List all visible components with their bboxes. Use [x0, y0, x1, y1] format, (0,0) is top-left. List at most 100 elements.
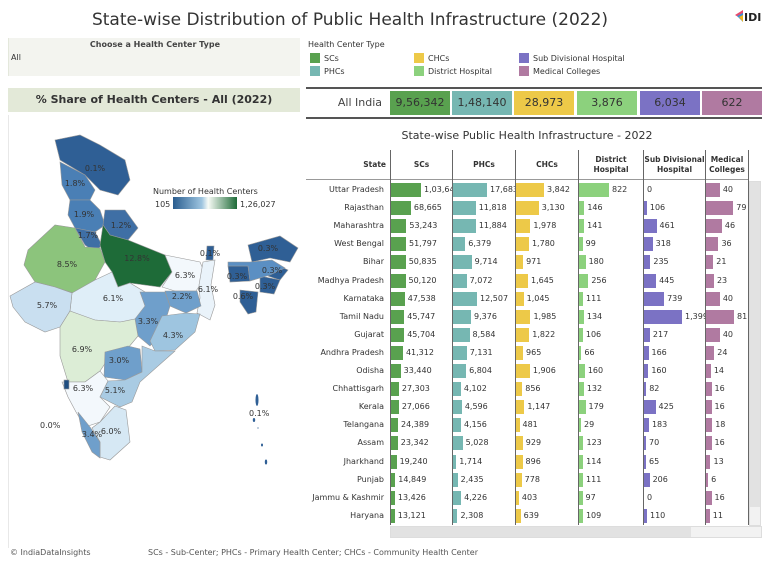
value-bar[interactable] [391, 237, 406, 252]
value-bar[interactable] [391, 309, 405, 324]
value-bar[interactable] [579, 382, 584, 397]
value-bar[interactable] [579, 273, 589, 288]
value-bar[interactable] [644, 364, 649, 378]
value-bar[interactable] [579, 327, 583, 342]
value-bar[interactable] [516, 382, 523, 397]
value-bar[interactable] [579, 400, 586, 415]
state-region-goa[interactable] [63, 379, 70, 390]
value-bar[interactable] [391, 291, 405, 306]
value-bar[interactable] [516, 345, 524, 360]
value-bar[interactable] [579, 364, 585, 378]
value-bar[interactable] [391, 255, 406, 270]
value-bar[interactable] [453, 436, 463, 451]
value-bar[interactable] [391, 327, 405, 342]
state-region[interactable] [196, 259, 216, 321]
value-bar[interactable] [644, 400, 656, 415]
filter-value[interactable]: All [11, 53, 21, 62]
value-bar[interactable] [516, 418, 520, 433]
value-bar[interactable] [391, 418, 399, 433]
state-region[interactable] [54, 134, 131, 196]
value-bar[interactable] [644, 418, 649, 433]
value-bar[interactable] [453, 273, 467, 288]
value-bar[interactable] [453, 454, 457, 469]
value-bar[interactable] [644, 291, 665, 306]
value-bar[interactable] [453, 490, 462, 505]
state-region[interactable] [77, 411, 101, 459]
value-bar[interactable] [579, 436, 584, 451]
value-bar[interactable] [706, 255, 714, 270]
all-india-scs[interactable]: 9,56,342 [390, 91, 450, 115]
andaman-islands[interactable] [252, 394, 268, 465]
value-bar[interactable] [706, 418, 713, 433]
value-bar[interactable] [391, 400, 399, 415]
legend-item-scs[interactable]: SCs [310, 53, 339, 63]
value-bar[interactable] [644, 309, 682, 324]
value-bar[interactable] [453, 508, 458, 523]
value-bar[interactable] [453, 201, 476, 216]
value-bar[interactable] [516, 219, 531, 234]
value-bar[interactable] [516, 436, 523, 451]
column-header[interactable]: Sub Divisional Hospital [643, 150, 705, 180]
value-bar[interactable] [453, 472, 458, 487]
value-bar[interactable] [579, 508, 583, 523]
value-bar[interactable] [391, 490, 395, 505]
value-bar[interactable] [706, 490, 712, 505]
value-bar[interactable] [391, 219, 407, 234]
value-bar[interactable] [644, 327, 650, 342]
value-bar[interactable] [644, 436, 646, 451]
value-bar[interactable] [391, 454, 397, 469]
value-bar[interactable] [516, 454, 523, 469]
value-bar[interactable] [644, 345, 649, 360]
value-bar[interactable] [706, 291, 720, 306]
value-bar[interactable] [391, 183, 421, 197]
india-map[interactable]: 0.1% 1.8% 1.9% 1.7% 1.2% 12.8% 8.5% 0.1% 0.3% 6.3… [0, 0, 300, 560]
value-bar[interactable] [516, 508, 521, 523]
value-bar[interactable] [706, 472, 709, 487]
value-bar[interactable] [391, 472, 396, 487]
value-bar[interactable] [644, 273, 657, 288]
value-bar[interactable] [579, 291, 584, 306]
value-bar[interactable] [453, 364, 467, 378]
value-bar[interactable] [453, 418, 461, 433]
value-bar[interactable] [706, 183, 720, 197]
value-bar[interactable] [516, 237, 529, 252]
legend-item-district-hospital[interactable]: District Hospital [414, 66, 492, 76]
value-bar[interactable] [579, 418, 581, 433]
value-bar[interactable] [644, 382, 647, 397]
value-bar[interactable] [644, 219, 657, 234]
value-bar[interactable] [453, 327, 470, 342]
value-bar[interactable] [706, 273, 714, 288]
state-region[interactable] [91, 405, 131, 461]
value-bar[interactable] [644, 472, 650, 487]
value-bar[interactable] [516, 183, 544, 197]
all-india-phcs[interactable]: 1,48,140 [452, 91, 512, 115]
value-bar[interactable] [644, 255, 651, 270]
value-bar[interactable] [706, 345, 715, 360]
value-bar[interactable] [453, 291, 478, 306]
column-header[interactable]: State [363, 159, 386, 169]
value-bar[interactable] [579, 490, 583, 505]
all-india-chcs[interactable]: 28,973 [514, 91, 574, 115]
value-bar[interactable] [706, 237, 719, 252]
value-bar[interactable] [453, 183, 487, 197]
value-bar[interactable] [391, 345, 403, 360]
value-bar[interactable] [706, 364, 711, 378]
value-bar[interactable] [391, 508, 395, 523]
value-bar[interactable] [516, 364, 530, 378]
value-bar[interactable] [453, 219, 476, 234]
value-bar[interactable] [579, 237, 583, 252]
value-bar[interactable] [391, 382, 399, 397]
value-bar[interactable] [516, 255, 524, 270]
state-region[interactable] [239, 289, 259, 315]
value-bar[interactable] [391, 436, 398, 451]
column-header[interactable]: Medical Colleges [705, 150, 748, 180]
state-region[interactable] [259, 275, 281, 295]
value-bar[interactable] [391, 273, 406, 288]
value-bar[interactable] [579, 345, 582, 360]
state-region[interactable] [67, 199, 106, 233]
value-bar[interactable] [644, 201, 647, 216]
column-header[interactable]: District Hospital [578, 150, 643, 180]
state-region[interactable] [61, 370, 111, 428]
value-bar[interactable] [453, 345, 467, 360]
value-bar[interactable] [391, 364, 401, 378]
